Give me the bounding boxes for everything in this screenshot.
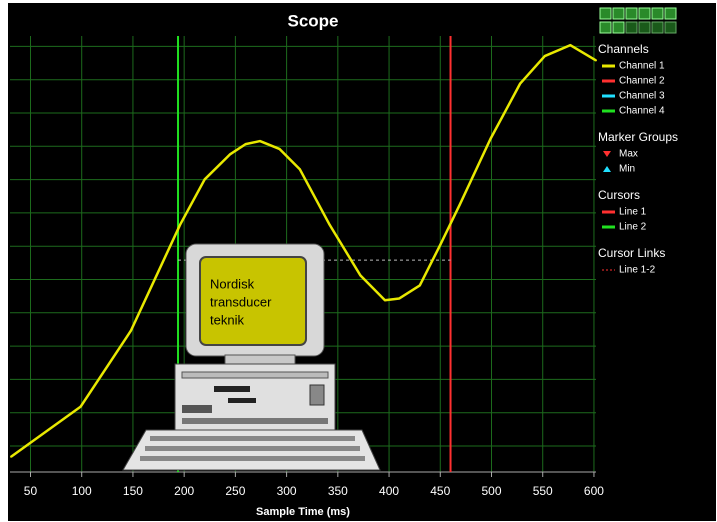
legend-label: Max (619, 149, 638, 160)
tool-button[interactable] (599, 7, 612, 20)
x-tick-label: 350 (328, 484, 348, 498)
data-point (359, 274, 362, 277)
x-tick-label: 400 (379, 484, 399, 498)
tool-button[interactable] (625, 21, 638, 34)
data-point (458, 203, 461, 206)
x-tick-label: 200 (174, 484, 194, 498)
legend: Channels Channel 1 Channel 2 Channel 3 Chann… (598, 42, 678, 275)
x-axis-label: Sample Time (ms) (256, 506, 350, 518)
x-tick-label: 100 (72, 484, 92, 498)
data-point (298, 168, 301, 171)
x-tick-label: 450 (430, 484, 450, 498)
data-point (543, 55, 546, 58)
monitor-screen (199, 256, 307, 346)
data-point (229, 153, 232, 156)
data-point (489, 137, 492, 140)
tool-button[interactable] (612, 7, 625, 20)
legend-header: Cursor Links (598, 246, 665, 260)
series-line (10, 43, 597, 458)
drive-slot (214, 386, 250, 392)
data-point (278, 147, 281, 150)
legend-header: Cursors (598, 188, 640, 202)
legend-header: Marker Groups (598, 130, 678, 144)
x-tick-label: 50 (24, 484, 38, 498)
screen-text: transducer (210, 294, 272, 309)
legend-label: Min (619, 164, 635, 175)
screen-text: Nordisk (210, 276, 255, 291)
tool-button[interactable] (638, 21, 651, 34)
marker-symbol (603, 166, 611, 172)
key-row (145, 446, 360, 451)
legend-label: Line 1 (619, 207, 647, 218)
data-point (595, 59, 597, 62)
case-panel (309, 384, 325, 406)
x-tick-label: 150 (123, 484, 143, 498)
drive-slot (228, 398, 256, 403)
data-point (129, 329, 132, 332)
legend-label: Channel 2 (619, 76, 665, 87)
data-point (79, 405, 82, 408)
legend-label: Line 2 (619, 222, 647, 233)
x-tick-label: 600 (584, 484, 604, 498)
screen-text: teknik (210, 312, 244, 327)
legend-label: Channel 4 (619, 106, 665, 117)
key-row (150, 436, 355, 441)
data-point (569, 44, 572, 47)
data-point (383, 299, 386, 302)
tool-button[interactable] (612, 21, 625, 34)
marker-symbol (603, 151, 611, 157)
data-point (258, 140, 261, 143)
data-point (398, 297, 401, 300)
x-tick-label: 550 (533, 484, 553, 498)
legend-label: Line 1-2 (619, 265, 656, 276)
x-tick-label: 300 (277, 484, 297, 498)
vent (182, 405, 212, 413)
data-point (439, 243, 442, 246)
tool-button[interactable] (599, 21, 612, 34)
case-grill (182, 418, 328, 424)
tool-button[interactable] (664, 7, 677, 20)
legend-label: Channel 3 (619, 91, 665, 102)
data-point (203, 178, 206, 181)
legend-header: Channels (598, 42, 649, 56)
key-row (140, 456, 365, 461)
case-detail (181, 371, 329, 379)
tool-button[interactable] (651, 21, 664, 34)
tool-button[interactable] (638, 7, 651, 20)
data-point (10, 455, 13, 458)
computer-illustration: Nordisk transducer teknik (122, 243, 381, 471)
tool-button[interactable] (625, 7, 638, 20)
tool-button[interactable] (651, 7, 664, 20)
chart-title: Scope (287, 11, 338, 30)
data-point (519, 82, 522, 85)
tool-button[interactable] (664, 21, 677, 34)
toolbar (599, 7, 677, 34)
x-tick-label: 250 (225, 484, 245, 498)
legend-label: Channel 1 (619, 61, 665, 72)
data-point (244, 143, 247, 146)
x-tick-label: 500 (481, 484, 501, 498)
data-point (418, 284, 421, 287)
data-point (328, 223, 331, 226)
data-point (179, 223, 182, 226)
